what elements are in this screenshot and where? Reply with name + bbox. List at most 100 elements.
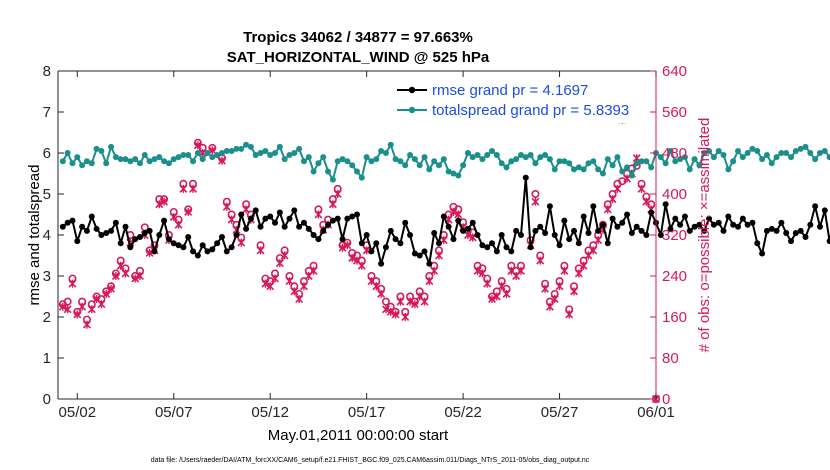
obs-assimilated-marker — [406, 297, 415, 306]
rmse-point — [358, 240, 365, 247]
totalspread-point — [262, 147, 269, 154]
totalspread-point — [325, 168, 332, 175]
totalspread-point — [329, 176, 336, 183]
totalspread-point — [112, 154, 119, 161]
totalspread-point — [368, 158, 375, 165]
totalspread-point — [315, 160, 322, 167]
totalspread-point — [657, 154, 664, 161]
rmse-point — [566, 236, 573, 243]
totalspread-point — [662, 160, 669, 167]
obs-assimilated-marker — [488, 295, 496, 304]
obs-assimilated-marker — [58, 302, 67, 311]
obs-assimilated-marker — [97, 300, 106, 309]
obs-assimilated-marker — [517, 266, 525, 275]
totalspread-point — [117, 156, 124, 163]
rmse-point — [792, 229, 799, 236]
rmse-point — [387, 227, 394, 234]
totalspread-point — [797, 145, 804, 152]
rmse-point — [797, 227, 804, 234]
totalspread-point — [310, 168, 317, 175]
rmse-point — [435, 240, 442, 247]
rmse-point — [667, 225, 674, 232]
rmse-point — [585, 229, 592, 236]
x-tick-label: 06/01 — [637, 404, 675, 421]
rmse-point — [802, 234, 809, 241]
totalspread-point — [281, 156, 288, 163]
rmse-point — [175, 242, 182, 249]
obs-assimilated-marker — [603, 205, 612, 214]
obs-assimilated-marker — [328, 200, 337, 209]
rmse-point — [561, 217, 568, 224]
obs-assimilated-marker — [256, 246, 265, 255]
obs-assimilated-marker — [295, 295, 304, 304]
totalspread-point — [146, 158, 153, 165]
rmse-point — [373, 240, 380, 247]
obs-assimilated-marker — [589, 246, 598, 255]
obs-assimilated-marker — [275, 259, 284, 268]
chart-title-line-1: Tropics 34062 / 34877 = 97.663% — [243, 29, 473, 46]
obs-assimilated-marker — [372, 282, 381, 291]
rmse-point — [498, 232, 505, 238]
totalspread-point — [83, 158, 90, 165]
totalspread-point — [734, 147, 741, 154]
y-right-tick-label: 80 — [662, 350, 679, 367]
rmse-point — [773, 227, 780, 234]
totalspread-point — [435, 162, 442, 169]
totalspread-point — [783, 150, 790, 156]
obs-assimilated-marker — [483, 279, 492, 288]
totalspread-point — [826, 154, 830, 161]
obs-assimilated-marker — [285, 277, 294, 286]
x-tick-label: 05/17 — [348, 404, 386, 421]
totalspread-point — [580, 166, 587, 173]
rmse-point — [628, 229, 635, 236]
totalspread-point — [667, 147, 674, 154]
legend-spread-label: totalspread grand pr = 5.8393 — [432, 102, 629, 119]
rmse-point — [103, 229, 110, 236]
totalspread-point — [238, 145, 245, 152]
rmse-point — [136, 234, 143, 241]
totalspread-point — [715, 147, 722, 154]
totalspread-point — [460, 162, 467, 169]
obs-assimilated-marker — [574, 269, 583, 278]
rmse-point — [190, 248, 197, 255]
totalspread-point — [546, 156, 553, 163]
rmse-point — [816, 223, 823, 230]
totalspread-point — [609, 162, 616, 169]
obs-assimilated-marker — [478, 269, 487, 278]
totalspread-point — [223, 147, 230, 154]
rmse-point — [464, 225, 471, 232]
rmse-point — [334, 215, 341, 222]
totalspread-point — [64, 150, 71, 156]
totalspread-point — [416, 162, 423, 169]
totalspread-point — [595, 166, 602, 173]
totalspread-point — [479, 156, 486, 163]
rmse-point — [204, 248, 211, 255]
rmse-point — [619, 219, 626, 226]
obs-assimilated-marker — [261, 279, 270, 288]
obs-possible-marker — [381, 297, 390, 306]
obs-assimilated-marker — [131, 274, 140, 283]
y-left-tick-label: 6 — [43, 145, 51, 162]
rmse-point — [595, 227, 602, 234]
rmse-point — [98, 232, 105, 238]
obs-possible-marker — [531, 190, 540, 199]
obs-assimilated-marker — [410, 300, 419, 309]
obs-assimilated-marker — [155, 200, 164, 209]
rmse-point — [291, 207, 298, 214]
totalspread-point — [88, 160, 95, 167]
totalspread-point — [334, 158, 341, 165]
totalspread-point — [812, 156, 819, 163]
obs-assimilated-marker — [435, 251, 443, 260]
totalspread-point — [93, 145, 100, 152]
totalspread-line — [61, 143, 830, 181]
rmse-point — [677, 221, 684, 228]
totalspread-point — [821, 147, 828, 154]
rmse-point — [79, 223, 86, 230]
totalspread-point — [267, 152, 274, 159]
rmse-point — [88, 213, 95, 220]
rmse-point — [300, 219, 307, 226]
rmse-point — [392, 236, 399, 243]
rmse-point — [349, 213, 356, 220]
totalspread-point — [411, 156, 418, 163]
totalspread-point — [291, 150, 298, 156]
